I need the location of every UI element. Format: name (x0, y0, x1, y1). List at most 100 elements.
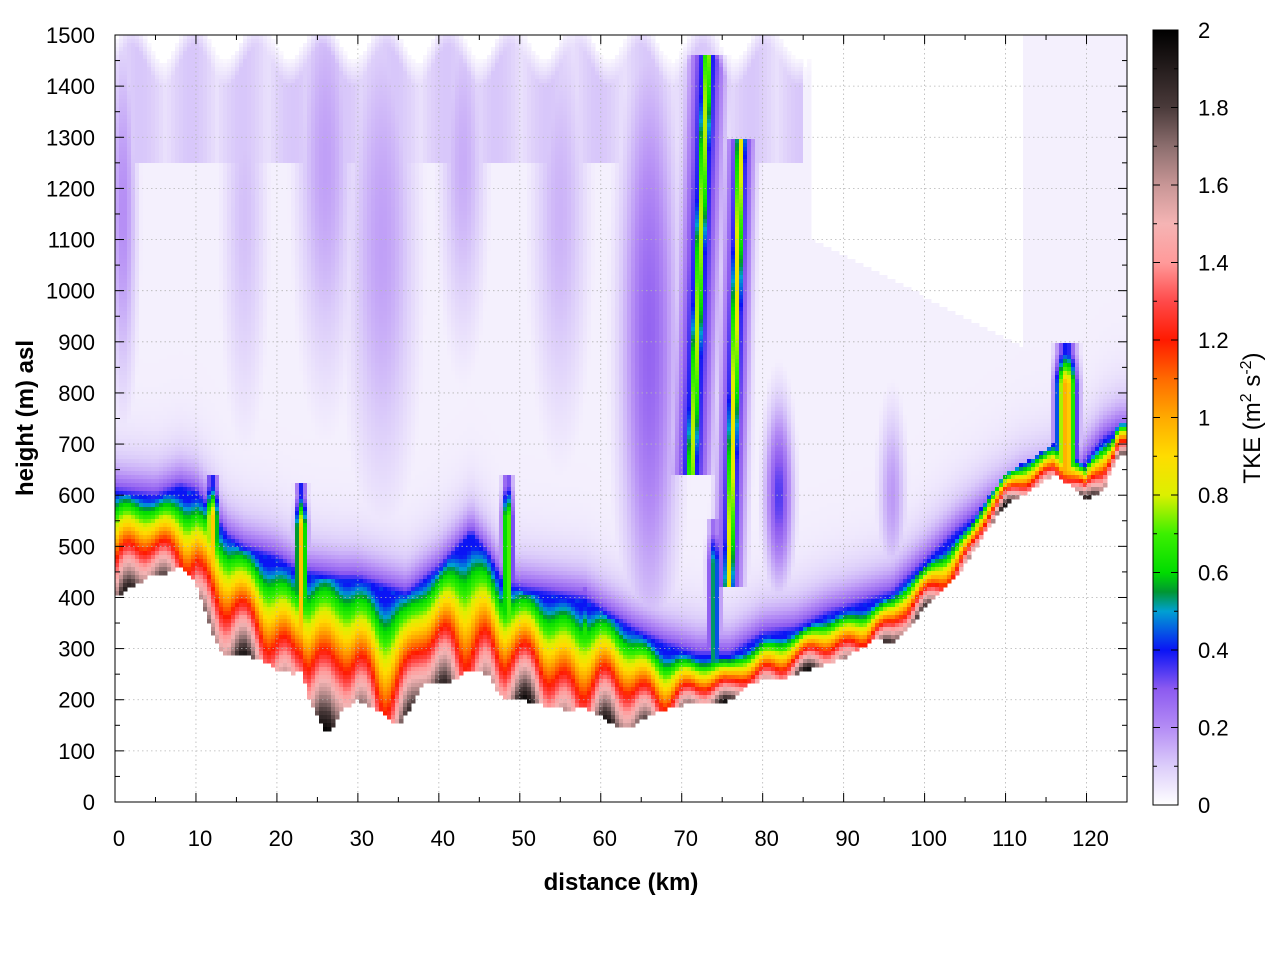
heatmap-cell (167, 79, 172, 84)
heatmap-cell (243, 75, 248, 80)
heatmap-cell (207, 487, 212, 492)
heatmap-cell (187, 523, 192, 528)
heatmap-cell (147, 311, 152, 316)
heatmap-cell (115, 247, 120, 252)
heatmap-cell (227, 531, 232, 536)
heatmap-cell (215, 195, 220, 200)
heatmap-cell (175, 207, 180, 212)
heatmap-cell (231, 263, 236, 268)
heatmap-cell (159, 403, 164, 408)
heatmap-cell (151, 167, 156, 172)
heatmap-cell (179, 499, 184, 504)
heatmap-cell (215, 559, 220, 564)
heatmap-cell (135, 511, 140, 516)
heatmap-cell (247, 487, 252, 492)
heatmap-cell (123, 419, 128, 424)
heatmap-cell (243, 307, 248, 312)
heatmap-cell (171, 375, 176, 380)
heatmap-cell (223, 499, 228, 504)
heatmap-cell (203, 255, 208, 260)
heatmap-cell (211, 563, 216, 568)
heatmap-cell (199, 67, 204, 72)
heatmap-cell (239, 139, 244, 144)
heatmap-cell (227, 319, 232, 324)
heatmap-cell (235, 619, 240, 624)
heatmap-cell (207, 307, 212, 312)
heatmap-cell (131, 279, 136, 284)
heatmap-cell (239, 315, 244, 320)
heatmap-cell (127, 411, 132, 416)
heatmap-cell (243, 215, 248, 220)
heatmap-cell (123, 175, 128, 180)
heatmap-cell (175, 523, 180, 528)
heatmap-cell (123, 39, 128, 44)
heatmap-cell (159, 387, 164, 392)
heatmap-cell (127, 427, 132, 432)
heatmap-cell (167, 435, 172, 440)
heatmap-cell (235, 603, 240, 608)
heatmap-cell (163, 219, 168, 224)
heatmap-cell (251, 483, 256, 488)
heatmap-cell (155, 71, 160, 76)
heatmap-cell (251, 319, 256, 324)
heatmap-cell (199, 39, 204, 44)
heatmap-cell (127, 315, 132, 320)
heatmap-cell (239, 71, 244, 76)
heatmap-cell (203, 447, 208, 452)
heatmap-cell (163, 479, 168, 484)
heatmap-cell (191, 59, 196, 64)
heatmap-cell (199, 87, 204, 92)
heatmap-cell (203, 119, 208, 124)
heatmap-cell (123, 47, 128, 52)
heatmap-cell (143, 335, 148, 340)
heatmap-cell (231, 567, 236, 572)
heatmap-cell (119, 379, 124, 384)
heatmap-cell (223, 307, 228, 312)
heatmap-cell (159, 187, 164, 192)
heatmap-cell (115, 299, 120, 304)
heatmap-cell (123, 251, 128, 256)
heatmap-cell (131, 155, 136, 160)
heatmap-cell (123, 371, 128, 376)
heatmap-cell (139, 83, 144, 88)
heatmap-cell (255, 259, 260, 264)
heatmap-cell (255, 91, 260, 96)
heatmap-cell (167, 191, 172, 196)
heatmap-cell (191, 167, 196, 172)
heatmap-cell (203, 451, 208, 456)
heatmap-cell (135, 503, 140, 508)
heatmap-cell (235, 187, 240, 192)
heatmap-cell (215, 523, 220, 528)
heatmap-cell (179, 419, 184, 424)
heatmap-cell (175, 483, 180, 488)
heatmap-cell (219, 123, 224, 128)
heatmap-cell (139, 127, 144, 132)
heatmap-cell (215, 163, 220, 168)
heatmap-cell (239, 607, 244, 612)
heatmap-cell (215, 439, 220, 444)
heatmap-cell (175, 327, 180, 332)
heatmap-cell (243, 347, 248, 352)
heatmap-cell (127, 215, 132, 220)
heatmap-cell (167, 275, 172, 280)
heatmap-cell (227, 527, 232, 532)
heatmap-cell (203, 123, 208, 128)
heatmap-cell (251, 559, 256, 564)
heatmap-cell (159, 191, 164, 196)
heatmap-cell (211, 615, 216, 620)
heatmap-cell (207, 531, 212, 536)
heatmap-cell (151, 311, 156, 316)
heatmap-cell (151, 315, 156, 320)
heatmap-cell (127, 143, 132, 148)
heatmap-cell (247, 627, 252, 632)
heatmap-cell (147, 283, 152, 288)
heatmap-cell (143, 343, 148, 348)
heatmap-cell (191, 571, 196, 576)
heatmap-cell (147, 459, 152, 464)
heatmap-cell (147, 567, 152, 572)
heatmap-cell (143, 379, 148, 384)
heatmap-cell (127, 87, 132, 92)
heatmap-cell (191, 187, 196, 192)
heatmap-cell (127, 91, 132, 96)
heatmap-cell (115, 463, 120, 468)
